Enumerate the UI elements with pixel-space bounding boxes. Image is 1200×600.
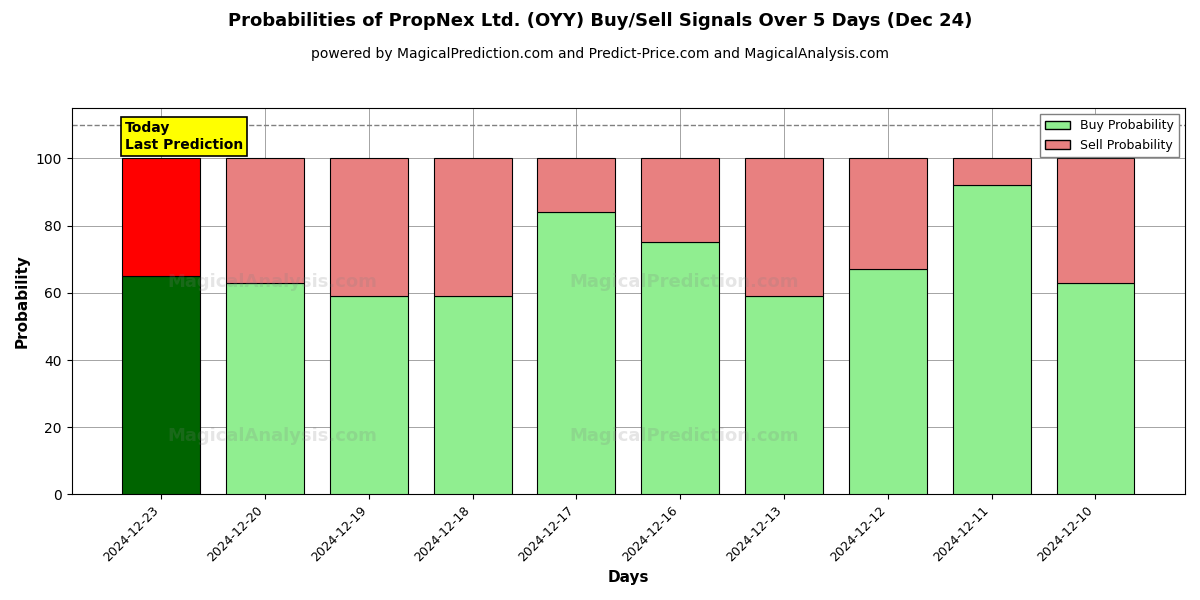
Text: Today
Last Prediction: Today Last Prediction [125,121,244,152]
Bar [538,158,616,212]
Bar [122,276,200,494]
Bar [330,158,408,296]
Text: MagicalAnalysis.com: MagicalAnalysis.com [167,427,377,445]
Bar [226,158,304,283]
Bar [122,158,200,276]
Bar [1056,283,1134,494]
Bar [433,158,511,296]
X-axis label: Days: Days [607,570,649,585]
Bar [641,158,719,242]
Bar [433,296,511,494]
Y-axis label: Probability: Probability [16,254,30,348]
Bar [848,269,926,494]
Text: MagicalAnalysis.com: MagicalAnalysis.com [167,273,377,291]
Bar [953,158,1031,185]
Text: MagicalPrediction.com: MagicalPrediction.com [569,273,799,291]
Bar [745,296,823,494]
Bar [330,296,408,494]
Bar [953,185,1031,494]
Legend: Buy Probability, Sell Probability: Buy Probability, Sell Probability [1040,114,1178,157]
Bar [1056,158,1134,283]
Text: MagicalPrediction.com: MagicalPrediction.com [569,427,799,445]
Bar [641,242,719,494]
Text: Probabilities of PropNex Ltd. (OYY) Buy/Sell Signals Over 5 Days (Dec 24): Probabilities of PropNex Ltd. (OYY) Buy/… [228,12,972,30]
Bar [745,158,823,296]
Bar [538,212,616,494]
Text: powered by MagicalPrediction.com and Predict-Price.com and MagicalAnalysis.com: powered by MagicalPrediction.com and Pre… [311,47,889,61]
Bar [226,283,304,494]
Bar [848,158,926,269]
